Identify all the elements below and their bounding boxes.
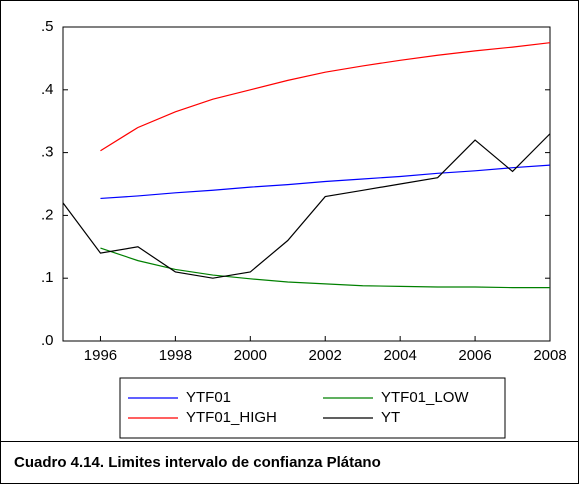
x-tick-label: 1998 [159,347,192,364]
y-tick-label: .5 [41,18,54,35]
y-tick-label: .3 [41,144,54,161]
x-tick-label: 1996 [84,347,117,364]
y-tick-label: .4 [41,81,54,98]
y-tick-label: .2 [41,206,54,223]
x-tick-label: 2000 [234,347,267,364]
chart: Cuadro 4.14. Limites intervalo de confia… [0,0,579,484]
y-tick-label: .1 [41,269,54,286]
legend-box [120,378,505,438]
y-tick-label: .0 [41,332,54,349]
x-tick-label: 2002 [309,347,342,364]
legend-label: YTF01_LOW [381,389,469,406]
x-tick-label: 2008 [533,347,566,364]
x-tick-label: 2006 [458,347,491,364]
page: Cuadro 4.14. Limites intervalo de confia… [0,0,579,484]
legend-label: YTF01 [186,389,231,406]
legend-label: YTF01_HIGH [186,409,277,426]
x-tick-label: 2004 [383,347,416,364]
caption: Cuadro 4.14. Limites intervalo de confia… [14,454,381,471]
legend-label: YT [381,409,400,426]
